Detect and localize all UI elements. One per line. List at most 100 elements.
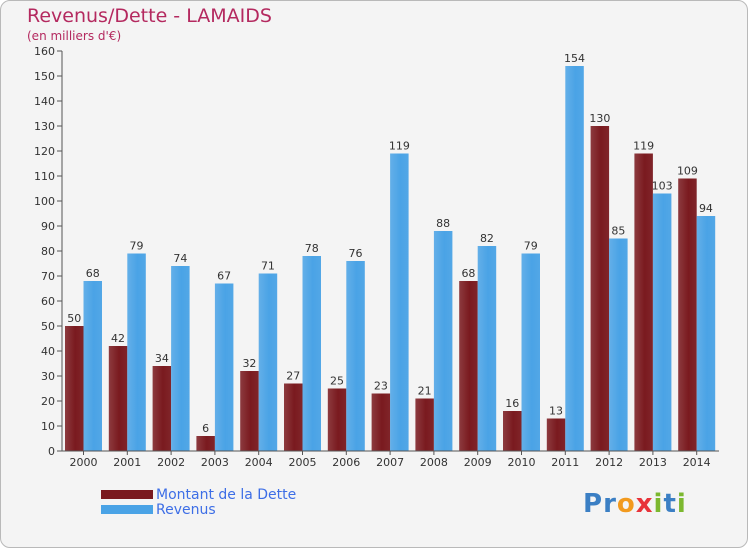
x-tick-label: 2012 (595, 456, 623, 469)
x-tick-label: 2008 (420, 456, 448, 469)
bar-dette-2004 (240, 371, 259, 451)
y-tick-label: 90 (41, 220, 55, 233)
data-label-dette-2002: 34 (155, 352, 169, 365)
y-tick-label: 120 (34, 145, 55, 158)
legend-swatch-dette (101, 490, 153, 499)
y-tick-label: 150 (34, 70, 55, 83)
data-label-revenus-2011: 154 (564, 52, 585, 65)
data-label-revenus-2000: 68 (86, 267, 100, 280)
data-label-dette-2000: 50 (67, 312, 81, 325)
bar-revenus-2006 (346, 261, 365, 451)
legend-label-revenus: Revenus (156, 501, 216, 518)
logo-letter: i (653, 489, 664, 519)
data-label-dette-2008: 21 (418, 385, 432, 398)
bar-dette-2012 (590, 126, 610, 451)
data-label-revenus-2013: 103 (652, 180, 673, 193)
data-label-revenus-2001: 79 (130, 240, 144, 253)
data-label-dette-2003: 6 (202, 422, 209, 435)
chart-title: Revenus/Dette - LAMAIDS (27, 5, 272, 27)
data-label-revenus-2008: 88 (436, 217, 450, 230)
data-label-revenus-2005: 78 (305, 242, 319, 255)
bar-revenus-2004 (258, 273, 278, 451)
data-label-dette-2010: 16 (505, 397, 519, 410)
bar-revenus-2005 (302, 256, 321, 451)
bar-dette-2005 (284, 383, 303, 451)
data-label-revenus-2004: 71 (261, 260, 275, 273)
bar-revenus-2011 (565, 66, 584, 451)
y-tick-label: 40 (41, 345, 55, 358)
data-label-dette-2004: 32 (242, 357, 256, 370)
legend-label-dette: Montant de la Dette (156, 486, 297, 503)
x-tick-label: 2001 (113, 456, 141, 469)
bar-revenus-2001 (127, 253, 146, 451)
y-tick-label: 80 (41, 245, 55, 258)
logo-letter: x (635, 489, 654, 519)
bar-dette-2008 (415, 398, 434, 451)
data-label-dette-2012: 130 (589, 112, 610, 125)
bar-dette-2009 (459, 281, 478, 451)
bar-revenus-2012 (609, 238, 628, 451)
data-label-dette-2014: 109 (677, 165, 698, 178)
logo-letter: r (603, 489, 617, 519)
x-tick-label: 2002 (157, 456, 185, 469)
legend-item-dette: Montant de la Dette (101, 486, 297, 503)
bar-dette-2002 (152, 366, 172, 451)
x-axis: 2000 2001 2002 2003 2004 2005 2006 2007 2008 2009… (62, 450, 719, 469)
y-tick-label: 0 (48, 445, 55, 458)
x-tick-label: 2013 (639, 456, 667, 469)
y-tick-label: 110 (34, 170, 55, 183)
x-tick-label: 2006 (332, 456, 360, 469)
logo-letter: i (676, 489, 687, 519)
bar-revenus-2007 (390, 153, 409, 451)
data-label-dette-2005: 27 (286, 370, 300, 383)
bar-dette-2003 (196, 436, 215, 451)
x-tick-label: 2003 (201, 456, 229, 469)
bar-dette-2014 (678, 178, 697, 451)
bar-revenus-2002 (171, 266, 190, 451)
bars: 50 68 42 79 34 74 6 67 32 71 27 78 25 76 23 119 21 88 68 82… (65, 52, 716, 451)
data-label-revenus-2007: 119 (389, 140, 410, 153)
y-tick-label: 160 (34, 45, 55, 58)
x-tick-label: 2011 (551, 456, 579, 469)
y-tick-label: 10 (41, 420, 55, 433)
legend-item-revenus: Revenus (101, 501, 296, 518)
data-label-revenus-2014: 94 (699, 202, 713, 215)
x-tick-label: 2009 (464, 456, 492, 469)
bar-revenus-2014 (696, 216, 716, 451)
legend-swatch-revenus (101, 505, 153, 514)
bar-revenus-2013 (652, 193, 672, 451)
y-tick-label: 100 (34, 195, 55, 208)
logo-letter: t (663, 489, 677, 519)
data-label-revenus-2003: 67 (217, 270, 231, 283)
bar-dette-2010 (503, 411, 522, 451)
bar-dette-2013 (634, 153, 653, 451)
y-tick-label: 130 (34, 120, 55, 133)
data-label-dette-2011: 13 (549, 405, 563, 418)
data-label-revenus-2012: 85 (611, 225, 625, 238)
y-tick-label: 30 (41, 370, 55, 383)
logo-letter: P (583, 489, 604, 519)
legend: Montant de la Dette Revenus (101, 486, 297, 518)
data-label-revenus-2009: 82 (480, 232, 494, 245)
x-tick-label: 2007 (376, 456, 404, 469)
data-label-dette-2001: 42 (111, 332, 125, 345)
data-label-dette-2009: 68 (461, 267, 475, 280)
y-tick-label: 70 (41, 270, 55, 283)
x-tick-label: 2005 (289, 456, 317, 469)
data-label-dette-2007: 23 (374, 380, 388, 393)
data-label-dette-2013: 119 (633, 140, 654, 153)
proxiti-logo: Proxiti (583, 489, 687, 519)
bar-dette-2007 (371, 393, 391, 451)
data-label-revenus-2010: 79 (524, 240, 538, 253)
bar-dette-2006 (327, 388, 347, 451)
y-tick-label: 20 (41, 395, 55, 408)
chart-subtitle: (en milliers d'€) (27, 29, 122, 43)
bar-revenus-2010 (521, 253, 540, 451)
y-tick-label: 50 (41, 320, 55, 333)
y-tick-label: 140 (34, 95, 55, 108)
bar-dette-2011 (546, 418, 566, 451)
bar-dette-2001 (108, 346, 128, 451)
bar-revenus-2000 (83, 281, 102, 451)
